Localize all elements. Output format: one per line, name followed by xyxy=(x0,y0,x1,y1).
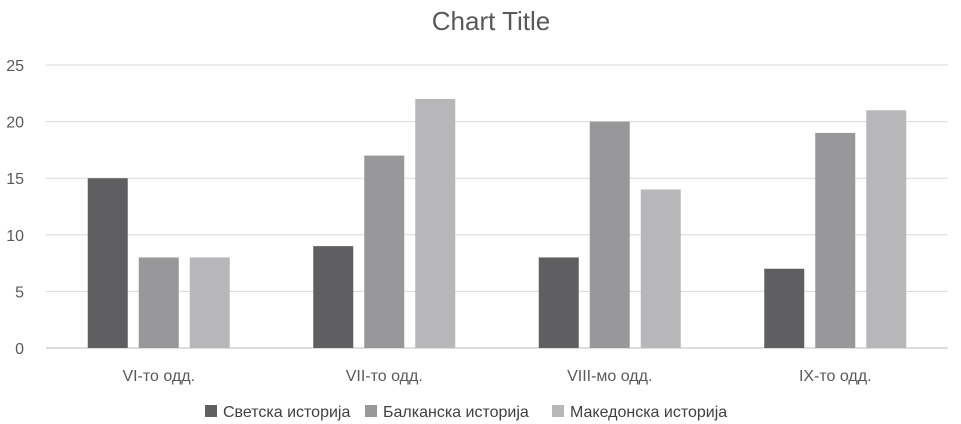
y-tick-label: 25 xyxy=(6,58,24,75)
y-tick-label: 20 xyxy=(6,115,24,132)
bar xyxy=(866,110,907,348)
bar xyxy=(415,98,456,349)
x-axis-ticks: VI-то одд. VII-то одд. VIII-мо одд. IX-то о… xyxy=(122,368,871,385)
bar xyxy=(538,257,579,348)
bar xyxy=(364,155,405,348)
bar xyxy=(589,121,630,348)
legend: Светска историја Балканска историја Македо… xyxy=(205,404,727,421)
legend-swatch xyxy=(365,405,377,417)
x-tick-label: IX-то одд. xyxy=(799,368,872,385)
y-tick-label: 0 xyxy=(15,341,24,358)
bar xyxy=(313,246,354,348)
bar xyxy=(764,268,805,348)
bars xyxy=(87,98,907,349)
gridlines xyxy=(46,64,948,349)
legend-label: Македонска историја xyxy=(570,404,727,421)
x-tick-label: VII-то одд. xyxy=(346,368,423,385)
legend-swatch xyxy=(552,405,564,417)
x-tick-label: VIII-мо одд. xyxy=(567,368,652,385)
y-tick-label: 15 xyxy=(6,171,24,188)
legend-label: Балканска историја xyxy=(383,404,529,421)
bar xyxy=(189,257,230,348)
bar xyxy=(640,189,681,348)
x-tick-label: VI-то одд. xyxy=(122,368,195,385)
y-tick-label: 10 xyxy=(6,228,24,245)
y-axis-ticks: 0 5 10 15 20 25 xyxy=(6,58,24,358)
legend-swatch xyxy=(205,405,217,417)
bar xyxy=(87,178,128,348)
y-tick-label: 5 xyxy=(15,284,24,301)
bar xyxy=(815,132,856,348)
legend-label: Светска историја xyxy=(223,404,350,421)
bar xyxy=(138,257,179,348)
chart-title: Chart Title xyxy=(432,6,551,36)
